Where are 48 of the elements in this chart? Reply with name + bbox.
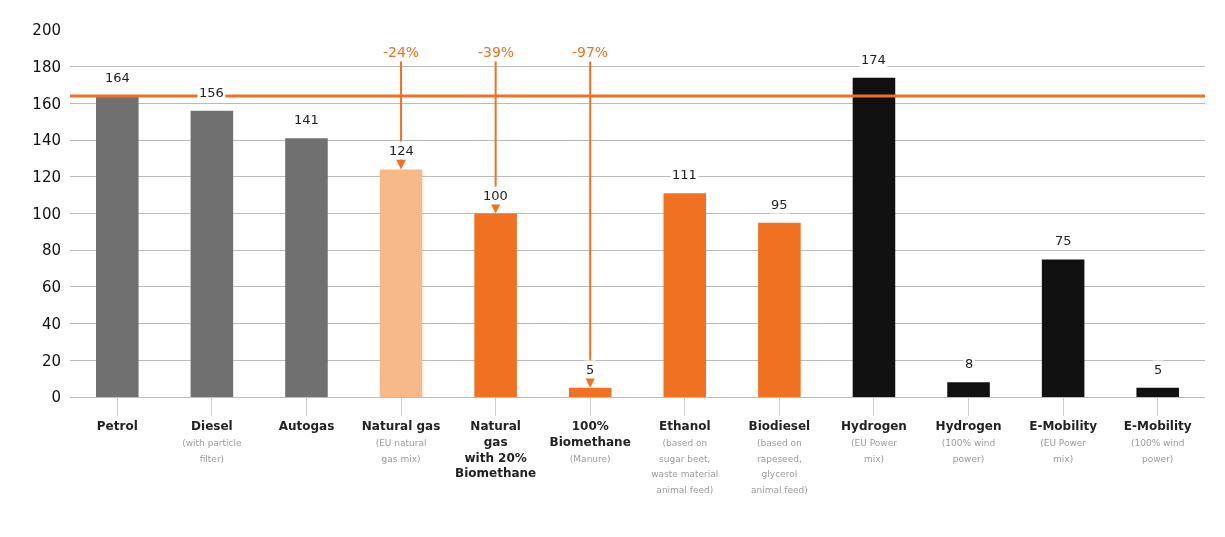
y-tick-label: 60	[41, 278, 61, 297]
x-tick-label: Diesel (with particle filter)	[182, 419, 243, 464]
data-label: 164	[105, 70, 130, 85]
y-tick-label: 200	[32, 21, 61, 40]
x-tick-label: Ethanol (based on sugar beet, waste material animal feed)	[651, 419, 719, 495]
y-tick-label: 0	[51, 388, 61, 407]
bar	[1136, 387, 1179, 397]
bar	[190, 110, 234, 397]
annotation: -39%	[478, 44, 515, 60]
data-label: 8	[965, 356, 974, 371]
x-tick-label: Petrol	[96, 419, 138, 434]
x-tick-label: Hydrogen (EU Power mix)	[841, 419, 907, 464]
x-tick-label: Natural gas with 20% Biomethane	[455, 419, 537, 481]
y-tick-label: 160	[32, 94, 61, 113]
annotation: -97%	[572, 44, 609, 60]
bar	[663, 193, 707, 397]
y-tick-label: 20	[41, 351, 61, 370]
data-label: 156	[199, 85, 224, 100]
data-label: 174	[861, 52, 886, 67]
data-label: 5	[586, 362, 595, 377]
data-label: 124	[389, 143, 414, 158]
y-tick-label: 40	[41, 314, 61, 333]
x-tick-label: 100% Biomethane (Manure)	[549, 419, 631, 464]
x-tick-label: Autogas	[278, 419, 335, 434]
y-tick-label: 120	[32, 168, 61, 187]
data-label: 5	[1154, 362, 1163, 377]
bar	[379, 169, 423, 397]
bar	[1041, 259, 1085, 397]
x-tick-label: E-Mobility (100% wind power)	[1123, 419, 1192, 464]
y-tick-label: 100	[32, 204, 61, 223]
x-tick-label: E-Mobility (EU Power mix)	[1029, 419, 1098, 464]
bar	[285, 138, 328, 397]
data-label: 111	[672, 167, 697, 182]
annotation: -24%	[383, 44, 420, 60]
data-label: 95	[771, 197, 788, 212]
bar	[947, 382, 990, 397]
bar	[96, 96, 139, 397]
data-label: 75	[1055, 233, 1072, 248]
y-tick-label: 180	[32, 57, 61, 76]
data-label: 141	[294, 112, 319, 127]
bar	[852, 77, 896, 397]
bar	[758, 222, 801, 397]
x-tick-label: Natural gas (EU natural gas mix)	[361, 419, 441, 464]
y-tick-label: 80	[41, 241, 61, 260]
x-tick-label: Hydrogen (100% wind power)	[935, 419, 1002, 464]
data-label: 100	[483, 188, 508, 203]
x-tick-label: Biodiesel (based on rapeseed, glycerol animal feed)	[748, 419, 811, 495]
y-tick-label: 140	[32, 131, 61, 150]
